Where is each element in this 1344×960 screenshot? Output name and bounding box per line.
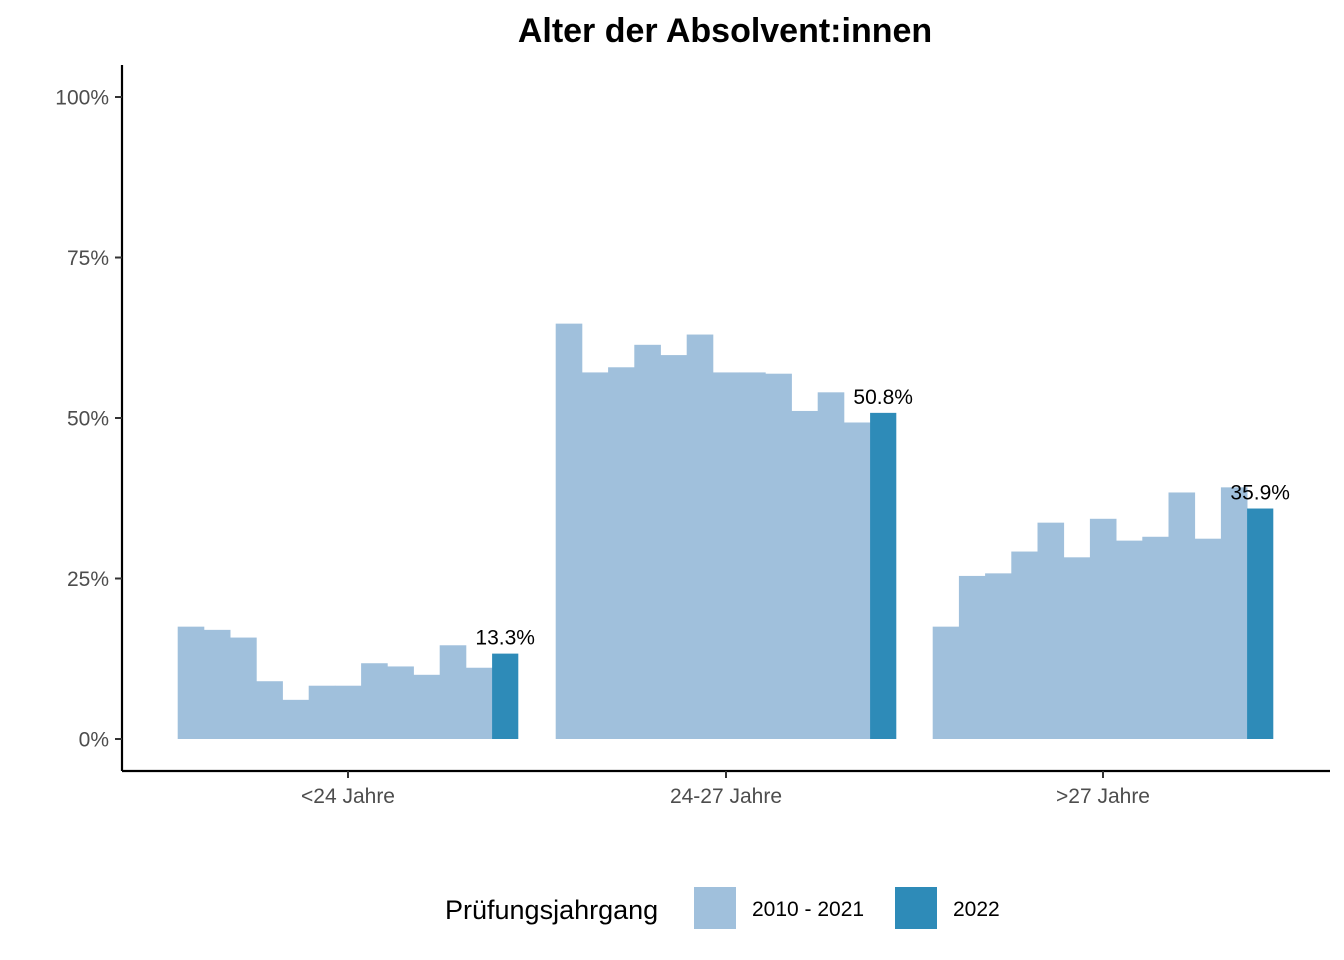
bar-historical: [1194, 538, 1222, 739]
bar-historical: [1089, 518, 1117, 739]
bar-historical: [1037, 522, 1065, 739]
data-label: 13.3%: [475, 627, 535, 650]
x-tick-label: 24-27 Jahre: [670, 785, 782, 808]
bar-historical: [1168, 492, 1196, 739]
x-tick-label: <24 Jahre: [301, 785, 395, 808]
bar-historical: [686, 334, 714, 739]
bar-2022: [1247, 508, 1274, 739]
bar-historical: [334, 685, 362, 739]
bar-historical: [1011, 551, 1038, 739]
bar-2022: [870, 412, 897, 739]
bar-historical: [177, 626, 205, 739]
y-tick-label: 25%: [67, 568, 109, 591]
bar-historical: [256, 681, 283, 739]
y-tick-label: 75%: [67, 247, 109, 270]
legend: Prüfungsjahrgang 2010 - 2021 2022: [445, 887, 1000, 929]
bar-historical: [739, 372, 766, 739]
legend-label: 2022: [953, 898, 1000, 921]
bar-historical: [1220, 487, 1248, 739]
bar-historical: [1063, 557, 1091, 739]
bar-historical: [203, 629, 231, 739]
bar-historical: [843, 422, 871, 739]
legend-key: [895, 887, 937, 929]
bar-historical: [634, 344, 661, 739]
bar-historical: [660, 355, 688, 739]
bar-historical: [361, 663, 388, 739]
data-label: 35.9%: [1230, 482, 1290, 505]
chart-title: Alter der Absolvent:innen: [518, 12, 932, 50]
bar-historical: [465, 667, 493, 739]
bar-historical: [555, 323, 583, 739]
legend-label: 2010 - 2021: [752, 898, 864, 921]
bar-historical: [932, 626, 960, 739]
bar-historical: [387, 666, 414, 739]
y-tick-label: 0%: [79, 729, 109, 752]
bar-historical: [413, 674, 441, 739]
bar-historical: [791, 410, 819, 739]
legend-title: Prüfungsjahrgang: [445, 895, 658, 925]
bar-historical: [1116, 540, 1143, 739]
bar-historical: [608, 367, 635, 739]
bar-historical: [581, 372, 609, 739]
bar-historical: [712, 372, 740, 739]
bar-historical: [439, 645, 467, 739]
bar-historical: [308, 685, 336, 739]
y-tick-label: 50%: [67, 408, 109, 431]
plot-area: 13.3% 50.8% 35.9% 0% 25% 50% 75% 100% <24 Jahre 2…: [55, 65, 1330, 808]
bar-historical: [1142, 536, 1169, 739]
bar-historical: [985, 573, 1012, 739]
bar-2022: [492, 653, 519, 739]
bar-historical: [958, 575, 986, 739]
legend-key: [694, 887, 736, 929]
data-label: 50.8%: [853, 386, 913, 409]
bar-historical: [230, 637, 257, 739]
bar-historical: [765, 373, 792, 739]
y-tick-label: 100%: [55, 87, 109, 110]
bar-historical: [817, 392, 845, 739]
bar-historical: [282, 699, 310, 739]
x-tick-label: >27 Jahre: [1056, 785, 1150, 808]
